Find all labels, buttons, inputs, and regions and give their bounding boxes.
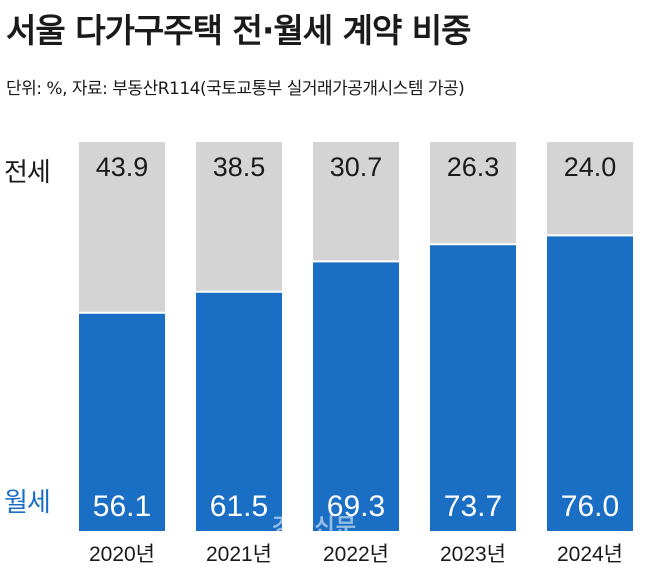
tick-label-2023년: 2023년 (440, 543, 506, 566)
bar-wolse-2021년 (196, 291, 282, 531)
label-jeonse-2021년: 38.5 (213, 152, 266, 182)
chart-title: 서울 다가구주택 전·월세 계약 비중 (6, 11, 472, 50)
label-jeonse-2020년: 43.9 (96, 152, 149, 182)
bar-wolse-2023년 (430, 244, 516, 531)
label-jeonse-2023년: 26.3 (447, 152, 500, 182)
watermark: 경향신문 (272, 515, 357, 540)
wolse-row-label: 월세 (4, 488, 51, 518)
tick-label-2024년: 2024년 (557, 543, 623, 566)
tick-label-2020년: 2020년 (89, 543, 155, 566)
bar-jeonse-2020년 (79, 142, 165, 313)
label-wolse-2021년: 61.5 (210, 490, 268, 523)
bar-wolse-2020년 (79, 312, 165, 531)
label-jeonse-2022년: 30.7 (330, 152, 383, 182)
x-axis-ticks: 2020년 2021년 2022년 2023년 2024년 (89, 543, 623, 566)
bar-jeonse-2024년 (547, 142, 633, 236)
bar-wolse-2024년 (547, 235, 633, 532)
tick-label-2022년: 2022년 (323, 543, 389, 566)
label-wolse-2023년: 73.7 (444, 490, 502, 523)
label-wolse-2022년: 69.3 (327, 490, 385, 523)
bar-jeonse-2023년 (430, 142, 516, 245)
bar-jeonse-2022년 (313, 142, 399, 262)
tick-label-2021년: 2021년 (206, 543, 272, 566)
jeonse-row-label: 전세 (4, 158, 51, 188)
label-jeonse-2024년: 24.0 (564, 152, 617, 182)
bar-jeonse-2021년 (196, 142, 282, 292)
bar-wolse-2022년 (313, 261, 399, 531)
label-wolse-2024년: 76.0 (561, 490, 619, 523)
chart-subtitle: 단위: %, 자료: 부동산R114(국토교통부 실거래가공개시스템 가공) (6, 79, 465, 99)
label-wolse-2020년: 56.1 (93, 490, 151, 523)
bars-group: 43.9 56.1 38.5 61.5 30.7 69.3 26.3 73.7 24.0 76.0 (79, 142, 633, 532)
